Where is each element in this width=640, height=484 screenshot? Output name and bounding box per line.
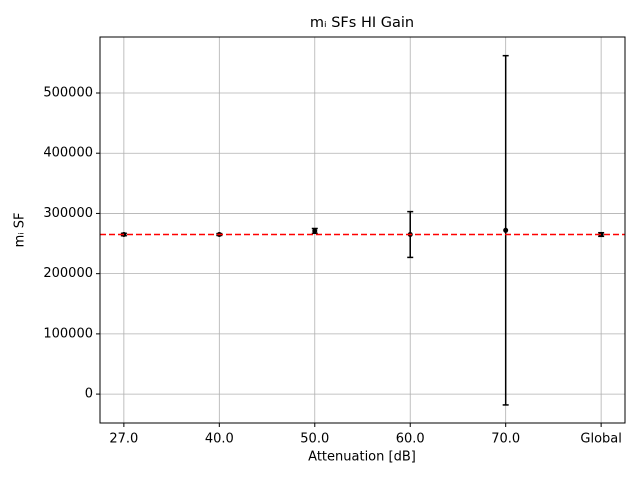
data-point bbox=[312, 228, 318, 234]
x-tick-label: 27.0 bbox=[109, 432, 138, 447]
data-point bbox=[503, 227, 509, 233]
x-tick-label: 60.0 bbox=[396, 432, 425, 447]
y-tick-label: 100000 bbox=[43, 326, 93, 341]
x-tick-label: Global bbox=[580, 432, 621, 447]
data-point bbox=[598, 232, 604, 238]
chart-title: mᵢ SFs HI Gain bbox=[310, 15, 414, 31]
axes-frame bbox=[99, 36, 626, 424]
y-tick-label: 400000 bbox=[43, 146, 93, 161]
x-axis-label: Attenuation [dB] bbox=[308, 450, 416, 465]
y-tick-label: 300000 bbox=[43, 206, 93, 221]
x-tick-label: 40.0 bbox=[205, 432, 234, 447]
plot-area: 0 100000 200000 300000 400000 500000 27.0 40.0 5… bbox=[43, 37, 625, 447]
x-tick-label: 70.0 bbox=[491, 432, 520, 447]
y-tick-label: 500000 bbox=[43, 86, 93, 101]
y-tick-label: 0 bbox=[85, 387, 93, 402]
y-axis-label: mᵢ SF bbox=[13, 213, 28, 248]
y-tick-label: 200000 bbox=[43, 266, 93, 281]
x-tick-label: 50.0 bbox=[300, 432, 329, 447]
